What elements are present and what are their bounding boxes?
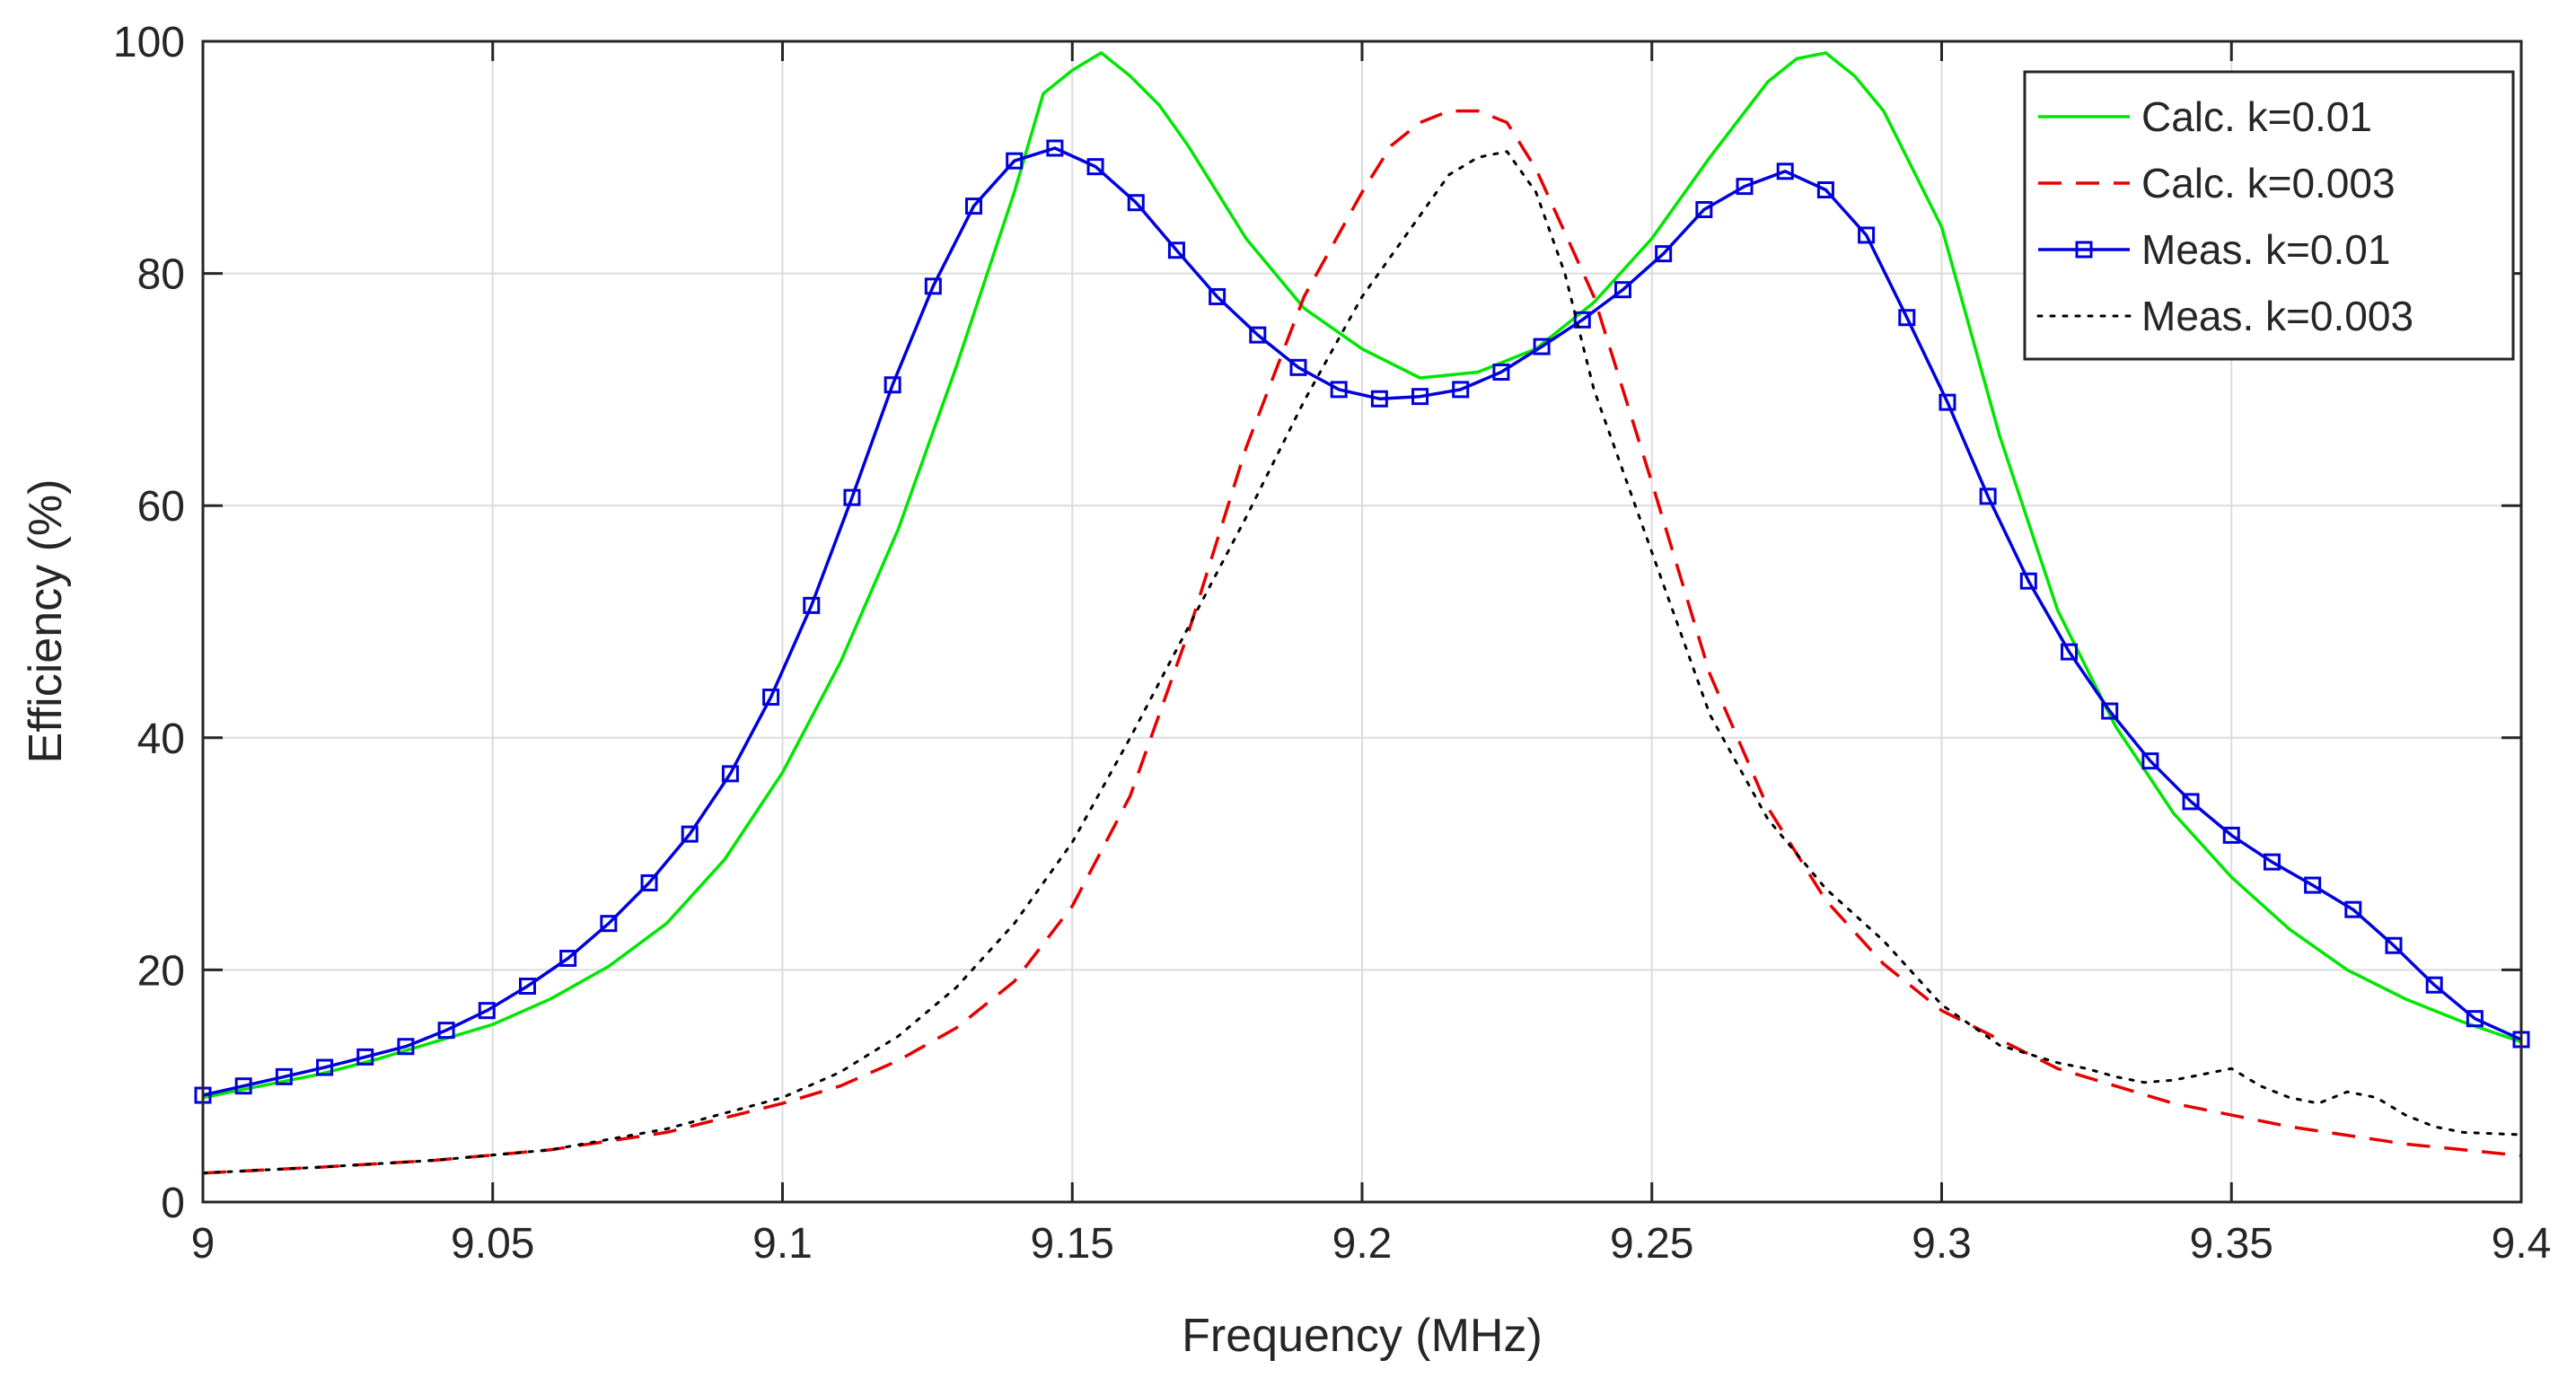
x-tick-label: 9.2 [1332, 1220, 1393, 1268]
y-tick-label: 20 [137, 947, 185, 995]
data-point [1370, 390, 1388, 408]
data-point [1858, 226, 1876, 244]
data-point [1939, 393, 1956, 411]
x-tick-label: 9.3 [1912, 1220, 1972, 1268]
x-tick-label: 9.05 [451, 1220, 534, 1268]
data-point [1330, 381, 1348, 399]
y-tick-label: 40 [137, 715, 185, 763]
data-point [2304, 876, 2322, 894]
data-point [1533, 338, 1551, 355]
legend-label: Calc. k=0.003 [2141, 160, 2396, 206]
x-tick-labels: 9 9.05 9.1 9.15 9.2 9.25 9.3 9.35 9.4 [191, 1220, 2552, 1268]
data-point [316, 1058, 334, 1076]
data-point [1289, 358, 1307, 376]
data-point [1046, 139, 1064, 157]
x-tick-label: 9 [191, 1220, 215, 1268]
legend-item[interactable]: Meas. k=0.01 [2038, 226, 2390, 273]
data-point [2385, 936, 2403, 954]
data-point [2101, 702, 2119, 720]
x-tick-label: 9.25 [1610, 1220, 1693, 1268]
y-tick-label: 60 [137, 483, 185, 531]
legend-marker [2075, 241, 2093, 259]
data-point [884, 376, 901, 394]
data-point [234, 1077, 252, 1095]
data-point [721, 765, 739, 783]
data-point [437, 1022, 455, 1040]
data-point [2061, 643, 2079, 661]
data-point [2182, 793, 2200, 811]
legend[interactable]: Calc. k=0.01 Calc. k=0.003 Meas. k=0.01 Mea… [2023, 70, 2515, 361]
data-point [1776, 162, 1794, 180]
legend-item[interactable]: Calc. k=0.01 [2038, 93, 2372, 140]
data-point [559, 949, 577, 967]
data-point [1736, 178, 1754, 196]
y-tick-labels: 0 20 40 60 80 100 [113, 19, 185, 1227]
series-1 [202, 51, 2522, 1100]
series-line [202, 51, 2522, 1100]
data-point [2425, 976, 2443, 994]
data-point [640, 873, 658, 891]
data-point [1898, 309, 1916, 327]
data-point [681, 825, 699, 843]
data-point [518, 978, 536, 996]
legend-label: Meas. k=0.003 [2141, 293, 2413, 339]
data-point [1695, 200, 1713, 218]
series-line [202, 109, 2522, 1175]
y-axis-title: Efficiency (%) [20, 479, 72, 764]
data-point [1249, 326, 1267, 344]
legend-item[interactable]: Meas. k=0.003 [2036, 293, 2413, 339]
data-point [965, 197, 983, 215]
data-point [2466, 1010, 2484, 1028]
series-4 [201, 150, 2523, 1175]
data-point [1816, 181, 1834, 199]
data-point [924, 277, 942, 295]
data-point [2222, 826, 2240, 844]
series-layer [194, 51, 2530, 1175]
legend-label: Meas. k=0.01 [2141, 226, 2390, 273]
legend-item[interactable]: Calc. k=0.003 [2038, 160, 2396, 206]
data-point [1613, 281, 1631, 299]
legend-label: Calc. k=0.01 [2141, 93, 2372, 140]
data-point [2344, 900, 2362, 918]
data-point [1167, 241, 1185, 259]
x-tick-label: 9.35 [2190, 1220, 2273, 1268]
data-point [1655, 245, 1673, 263]
data-point [843, 488, 861, 506]
data-point [1979, 487, 1997, 505]
data-point [397, 1038, 415, 1056]
data-point [762, 689, 780, 707]
x-tick-label: 9.15 [1031, 1220, 1114, 1268]
data-point [1452, 381, 1470, 399]
data-point [1411, 388, 1429, 406]
y-tick-label: 80 [137, 251, 185, 299]
data-point [478, 1002, 496, 1020]
data-point [1006, 152, 1024, 170]
data-point [600, 915, 618, 933]
series-line [202, 146, 2522, 1097]
series-line [201, 150, 2523, 1175]
legend-box [2023, 70, 2515, 361]
series-2 [202, 109, 2522, 1175]
data-point [1209, 287, 1226, 305]
x-tick-label: 9.1 [752, 1220, 813, 1268]
data-point [275, 1067, 293, 1085]
data-point [1127, 194, 1145, 212]
data-point [1573, 311, 1591, 329]
data-point [2019, 572, 2037, 590]
data-point [1086, 158, 1104, 176]
data-point [2141, 752, 2159, 770]
tick-marks [201, 39, 2523, 1204]
data-point [356, 1048, 374, 1066]
y-tick-label: 100 [113, 19, 185, 66]
data-point [1492, 364, 1510, 382]
x-axis-title: Frequency (MHz) [1182, 1310, 1543, 1362]
data-point [803, 596, 821, 614]
y-tick-label: 0 [161, 1180, 185, 1227]
data-point [2263, 853, 2281, 871]
x-tick-label: 9.4 [2492, 1220, 2552, 1268]
